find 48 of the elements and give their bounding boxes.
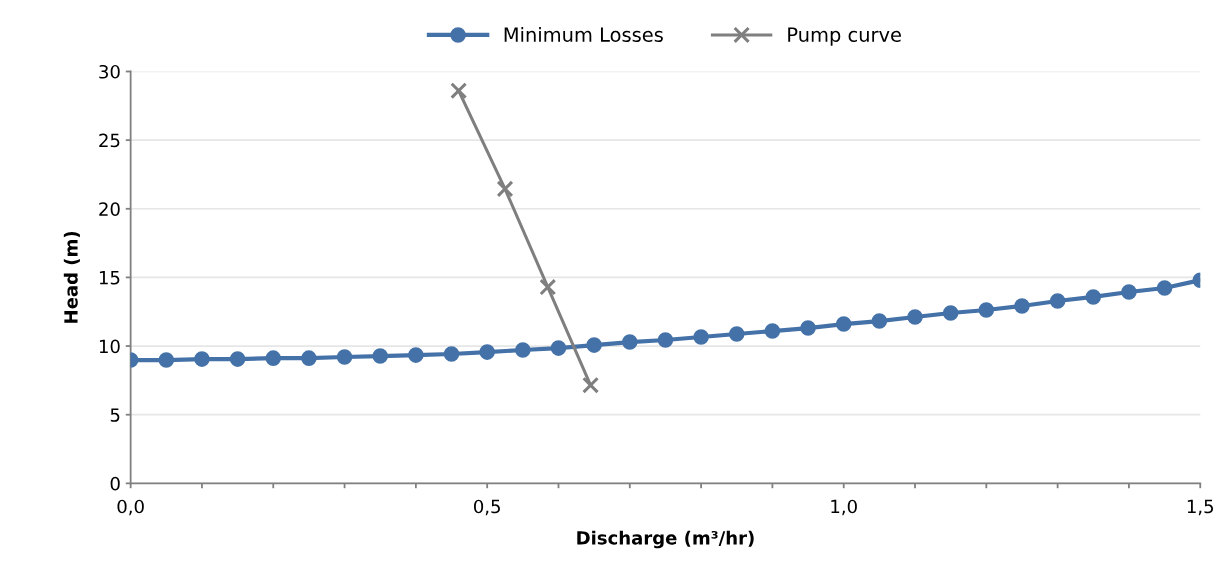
- point: [622, 334, 638, 350]
- point: [443, 346, 460, 362]
- x-tick-label: 0,5: [474, 499, 500, 516]
- point: [871, 313, 888, 329]
- point: [582, 376, 600, 394]
- point: [336, 349, 353, 365]
- point: [496, 180, 514, 198]
- x-tick-label: 1,5: [1187, 499, 1214, 516]
- point: [301, 350, 317, 366]
- point: [539, 278, 557, 296]
- point: [479, 344, 495, 360]
- point: [728, 326, 745, 342]
- point: [194, 351, 210, 367]
- point: [800, 320, 816, 336]
- y-tick-label: 25: [99, 133, 120, 148]
- point: [515, 342, 531, 358]
- y-tick-label: 30: [99, 64, 120, 79]
- point: [158, 352, 175, 368]
- point: [693, 329, 709, 345]
- y-axis-title: Head (m): [63, 231, 80, 323]
- point: [450, 82, 468, 100]
- point: [907, 309, 923, 325]
- y-tick-label: 15: [99, 271, 120, 285]
- point: [942, 305, 959, 321]
- legend-label: Minimum Losses: [504, 26, 663, 42]
- point: [1085, 289, 1102, 305]
- point: [1014, 298, 1030, 314]
- y-tick-label: 20: [99, 202, 120, 216]
- legend-label: Pump curve: [788, 27, 901, 46]
- point: [1156, 280, 1173, 296]
- point: [372, 348, 388, 364]
- point: [764, 323, 781, 339]
- point: [1121, 284, 1137, 300]
- x-tick-label: 1,0: [831, 499, 857, 516]
- point: [550, 340, 567, 356]
- y-tick-label: 0: [110, 476, 120, 491]
- point: [1049, 293, 1066, 309]
- point: [265, 350, 282, 366]
- x-tick-label: 0,0: [117, 499, 144, 516]
- y-tick-label: 10: [99, 339, 120, 354]
- point: [978, 302, 995, 318]
- point: [408, 347, 424, 363]
- y-tick-label: 5: [110, 408, 120, 422]
- point: [835, 316, 852, 332]
- x-axis-title: Discharge (m³/hr): [577, 530, 754, 549]
- point: [586, 337, 602, 353]
- point: [229, 351, 246, 367]
- point: [657, 332, 674, 348]
